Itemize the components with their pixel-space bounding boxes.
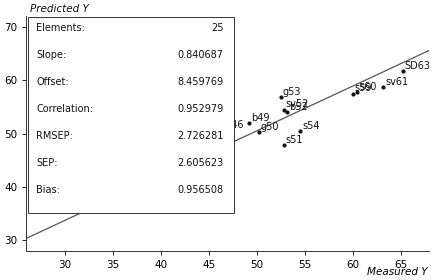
Text: b46: b46 <box>225 120 243 130</box>
Text: 2.605623: 2.605623 <box>177 158 223 168</box>
Text: s54: s54 <box>301 121 319 131</box>
Text: 0.956508: 0.956508 <box>177 185 223 195</box>
Text: RMSEP:: RMSEP: <box>36 131 73 141</box>
Text: Bias:: Bias: <box>36 185 60 195</box>
Text: s51: s51 <box>285 135 302 145</box>
Text: b49: b49 <box>251 113 269 123</box>
FancyBboxPatch shape <box>28 17 233 213</box>
Text: g50: g50 <box>260 122 279 132</box>
Text: g42: g42 <box>180 172 198 183</box>
Text: Elements:: Elements: <box>36 23 85 33</box>
Text: g40: g40 <box>174 173 192 183</box>
Text: g47: g47 <box>210 144 229 154</box>
Text: b44: b44 <box>213 117 232 127</box>
Text: g41: g41 <box>177 175 195 185</box>
Text: 0.840687: 0.840687 <box>177 50 223 60</box>
Text: 25: 25 <box>211 23 223 33</box>
Text: s60: s60 <box>359 82 376 92</box>
Text: g53: g53 <box>282 87 300 97</box>
Text: g46: g46 <box>204 138 222 148</box>
Text: Predicted Y: Predicted Y <box>30 4 89 14</box>
Text: 0.952979: 0.952979 <box>177 104 223 114</box>
Text: Slope:: Slope: <box>36 50 67 60</box>
Text: 8.459769: 8.459769 <box>177 77 223 87</box>
Text: sv52: sv52 <box>285 99 308 109</box>
Text: SD63: SD63 <box>404 60 430 71</box>
Text: 2.726281: 2.726281 <box>177 131 223 141</box>
Text: rt36: rt36 <box>117 184 138 194</box>
Text: rt42: rt42 <box>193 169 213 179</box>
X-axis label: Measured Y: Measured Y <box>366 267 427 277</box>
Text: s59: s59 <box>354 83 371 94</box>
Text: Offset:: Offset: <box>36 77 69 87</box>
Text: Correlation:: Correlation: <box>36 104 93 114</box>
Text: rt33: rt33 <box>108 197 128 206</box>
Text: SEP:: SEP: <box>36 158 58 168</box>
Text: g42: g42 <box>198 164 216 173</box>
Text: sv35: sv35 <box>111 198 134 208</box>
Text: b52: b52 <box>289 102 307 112</box>
Text: sv61: sv61 <box>385 76 408 87</box>
Text: b47: b47 <box>206 137 225 147</box>
Text: g35: g35 <box>114 194 133 204</box>
